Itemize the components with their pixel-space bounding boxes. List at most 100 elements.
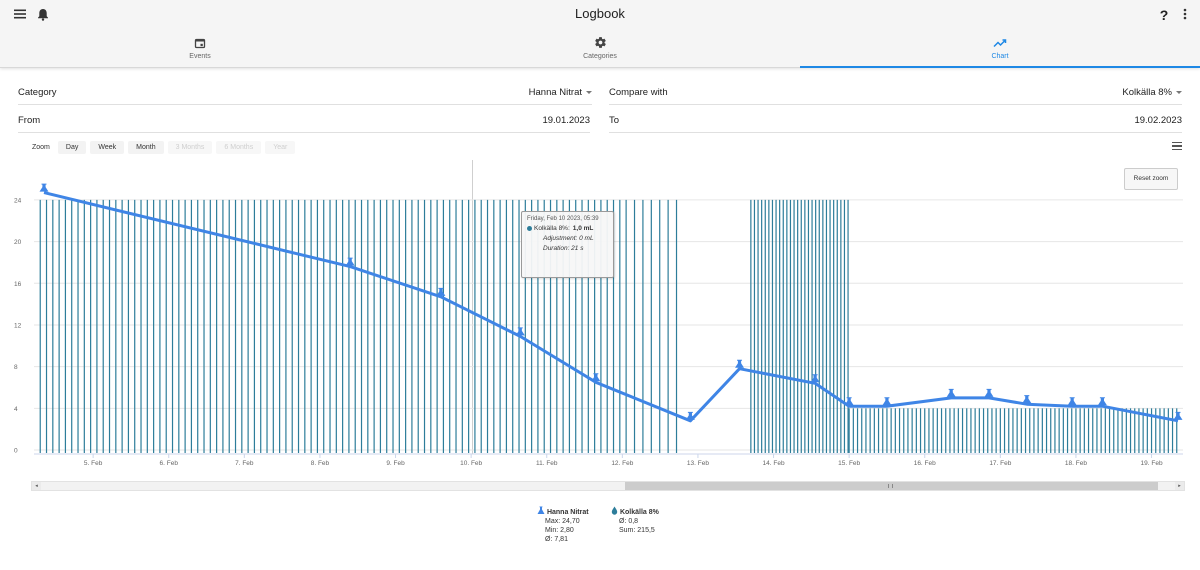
from-label: From xyxy=(18,115,41,126)
drop-icon xyxy=(611,506,618,515)
compare-label: Compare with xyxy=(609,87,668,98)
tooltip-series: Kolkälla 8%: xyxy=(534,225,570,232)
zoom-6months-button[interactable]: 6 Months xyxy=(216,140,262,154)
legend-series2-avg: Ø: 0,8 xyxy=(619,518,639,525)
compare-value-text: Kolkälla 8% xyxy=(1122,87,1172,98)
hamburger-menu-icon[interactable] xyxy=(10,4,30,24)
legend-series2-head: Kolkälla 8% xyxy=(611,506,659,517)
tooltip-value: 1,0 mL xyxy=(572,225,594,232)
legend-series1-min: Min: 2,80 xyxy=(545,527,574,534)
category-select[interactable]: Category Hanna Nitrat xyxy=(18,77,592,105)
legend-series1-name: Hanna Nitrat xyxy=(546,509,589,516)
zoom-month-button[interactable]: Month xyxy=(128,140,164,154)
from-value[interactable]: 19.01.2023 xyxy=(542,115,590,126)
flask-marker[interactable] xyxy=(39,183,49,192)
flask-marker[interactable] xyxy=(844,397,854,406)
active-tab-indicator xyxy=(800,66,1200,68)
help-icon[interactable]: ? xyxy=(1159,7,1169,23)
y-tick-label: 0 xyxy=(14,448,18,455)
x-tick-label: 19. Feb xyxy=(1141,460,1163,467)
chart: 0 4 8 12 16 20 24 5. Feb 6. Feb 7. Feb 8. Feb 9. Fe… xyxy=(14,160,1183,467)
tooltip-main: Kolkälla 8%: 1,0 mL xyxy=(527,225,608,232)
grip-icon xyxy=(888,484,893,488)
from-date-field[interactable]: From 19.01.2023 xyxy=(18,105,590,133)
app-bar: Logbook ? Events Categories Chart xyxy=(0,0,1200,68)
bell-icon[interactable] xyxy=(33,4,53,24)
x-tick-label: 12. Feb xyxy=(611,460,633,467)
y-tick-label: 24 xyxy=(14,197,22,204)
tooltip-date: Friday, Feb 10 2023, 05:39 xyxy=(527,216,599,222)
x-tick-label: 7. Feb xyxy=(235,460,254,467)
tab-categories-label: Categories xyxy=(583,53,617,60)
chevron-down-icon xyxy=(1176,90,1182,94)
flask-marker[interactable] xyxy=(591,373,601,382)
category-value[interactable]: Hanna Nitrat xyxy=(529,87,592,98)
x-tick-label: 6. Feb xyxy=(160,460,179,467)
scroll-left-icon[interactable]: ◂ xyxy=(32,482,41,490)
more-vertical-icon[interactable] xyxy=(1175,4,1195,24)
x-tick-label: 17. Feb xyxy=(989,460,1011,467)
flask-marker[interactable] xyxy=(685,411,695,420)
flask-marker[interactable] xyxy=(436,287,446,296)
zoom-year-button[interactable]: Year xyxy=(265,140,296,154)
x-tick-label: 13. Feb xyxy=(687,460,709,467)
zoom-3months-button[interactable]: 3 Months xyxy=(167,140,213,154)
gear-icon xyxy=(400,36,800,52)
to-date-field[interactable]: To 19.02.2023 xyxy=(609,105,1182,133)
x-tick-label: 18. Feb xyxy=(1065,460,1087,467)
calendar-icon xyxy=(0,36,400,52)
legend-series1-max: Max: 24,70 xyxy=(545,518,580,525)
flask-marker[interactable] xyxy=(1067,397,1077,406)
flask-marker[interactable] xyxy=(1173,411,1183,420)
flask-marker[interactable] xyxy=(515,327,525,336)
tab-categories[interactable]: Categories xyxy=(400,36,800,66)
y-tick-label: 4 xyxy=(14,406,18,413)
tab-chart[interactable]: Chart xyxy=(800,36,1200,66)
flask-marker[interactable] xyxy=(345,257,355,266)
x-tick-label: 5. Feb xyxy=(84,460,103,467)
legend-series1-head: Hanna Nitrat xyxy=(537,506,589,517)
chart-tooltip: Friday, Feb 10 2023, 05:39 Kolkälla 8%: 1… xyxy=(521,211,614,278)
chart-menu-icon[interactable] xyxy=(1172,142,1182,151)
legend-series2-sum: Sum: 215,5 xyxy=(619,527,655,534)
scroll-thumb[interactable] xyxy=(625,482,1158,490)
y-tick-label: 12 xyxy=(14,322,22,329)
trending-up-icon xyxy=(800,36,1200,52)
app-title: Logbook xyxy=(575,6,625,21)
y-tick-label: 16 xyxy=(14,281,22,288)
chevron-down-icon xyxy=(586,90,592,94)
flask-marker[interactable] xyxy=(1097,397,1107,406)
zoom-label: Zoom xyxy=(32,143,50,151)
x-tick-label: 10. Feb xyxy=(460,460,482,467)
flask-marker[interactable] xyxy=(1022,395,1032,404)
tab-events-label: Events xyxy=(189,53,211,60)
flask-marker[interactable] xyxy=(735,359,745,368)
legend-series1-avg: Ø: 7,81 xyxy=(545,536,568,543)
legend-hanna-nitrat[interactable]: Hanna Nitrat Max: 24,70 Min: 2,80 Ø: 7,8… xyxy=(537,506,589,544)
zoom-week-button[interactable]: Week xyxy=(90,140,125,154)
x-tick-label: 11. Feb xyxy=(536,460,558,467)
series-dot-icon xyxy=(527,225,532,231)
flask-marker[interactable] xyxy=(810,374,820,383)
zoom-bar: Zoom Day Week Month 3 Months 6 Months Ye… xyxy=(32,140,299,154)
legend-kolkalla[interactable]: Kolkälla 8% Ø: 0,8 Sum: 215,5 xyxy=(611,506,659,535)
to-label: To xyxy=(609,115,620,126)
flask-marker[interactable] xyxy=(882,397,892,406)
legend-series2-name: Kolkälla 8% xyxy=(619,509,659,516)
compare-select[interactable]: Compare with Kolkälla 8% xyxy=(609,77,1182,105)
flask-marker[interactable] xyxy=(984,388,994,397)
x-tick-label: 8. Feb xyxy=(311,460,330,467)
compare-value[interactable]: Kolkälla 8% xyxy=(1122,87,1182,98)
tooltip-duration: Duration: 21 s xyxy=(543,245,584,252)
scroll-right-icon[interactable]: ▸ xyxy=(1175,482,1184,490)
chart-scrollbar[interactable]: ◂ ▸ xyxy=(31,481,1185,491)
to-value[interactable]: 19.02.2023 xyxy=(1134,115,1182,126)
tab-events[interactable]: Events xyxy=(0,36,400,66)
tab-chart-label: Chart xyxy=(991,53,1009,60)
x-tick-label: 14. Feb xyxy=(763,460,785,467)
zoom-day-button[interactable]: Day xyxy=(57,140,87,154)
category-label: Category xyxy=(18,87,57,98)
reset-zoom-button[interactable]: Reset zoom xyxy=(1124,168,1178,190)
x-tick-label: 15. Feb xyxy=(838,460,860,467)
flask-marker[interactable] xyxy=(946,388,956,397)
